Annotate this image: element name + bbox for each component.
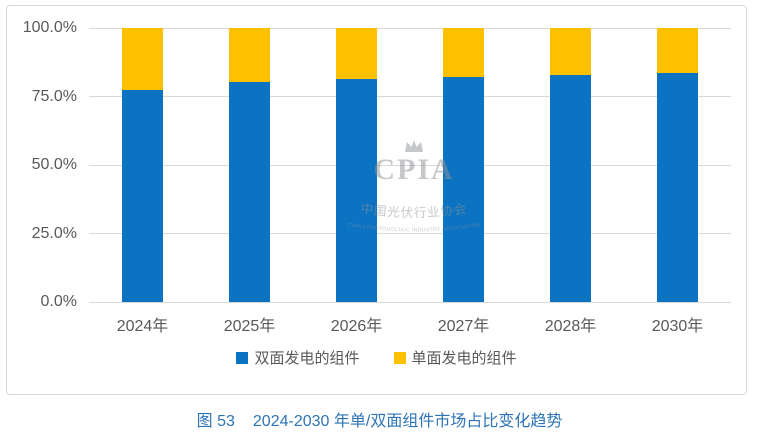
stacked-bar — [657, 28, 698, 302]
monofacial-segment — [443, 28, 484, 77]
gridline — [89, 233, 731, 234]
legend-label-bifacial: 双面发电的组件 — [254, 350, 360, 367]
x-axis-labels: 2024年 2025年 2026年 2027年 2028年 2030年 — [89, 312, 731, 336]
monofacial-swatch-icon — [393, 351, 406, 364]
bifacial-segment — [657, 73, 698, 302]
bar-slot — [517, 28, 624, 302]
monofacial-segment — [122, 28, 163, 91]
x-tick-label: 2024年 — [116, 318, 169, 335]
x-tick-label: 2027年 — [437, 318, 490, 335]
y-tick-label: 75.0% — [31, 87, 77, 105]
bifacial-swatch-icon — [236, 351, 249, 364]
figure-caption-text: 2024-2030 年单/双面组件市场占比变化趋势 — [252, 413, 563, 430]
y-axis-labels: 100.0% 75.0% 50.0% 25.0% 0.0% — [7, 19, 77, 310]
y-tick-label: 100.0% — [22, 19, 77, 36]
x-tick-label: 2026年 — [330, 318, 383, 335]
gridline — [89, 164, 731, 166]
bar-slot — [410, 28, 517, 302]
y-tick-label: 0.0% — [40, 293, 77, 310]
bar-slot — [89, 28, 196, 302]
legend-item-bifacial: 双面发电的组件 — [236, 347, 360, 368]
bifacial-segment — [229, 81, 270, 302]
stacked-bar — [229, 28, 270, 302]
monofacial-segment — [550, 28, 591, 76]
bifacial-segment — [550, 75, 591, 302]
plot-area — [89, 27, 731, 303]
bars — [89, 28, 731, 302]
stacked-bar — [122, 28, 163, 302]
stacked-bar — [336, 28, 377, 302]
monofacial-segment — [657, 28, 698, 74]
x-tick-label: 2030年 — [651, 318, 704, 335]
legend-label-monofacial: 单面发电的组件 — [411, 350, 517, 367]
stacked-bar — [550, 28, 591, 302]
legend-item-monofacial: 单面发电的组件 — [393, 347, 517, 368]
bifacial-segment — [122, 90, 163, 302]
figure-caption-label: 图 53 — [196, 413, 235, 430]
stacked-bar — [443, 28, 484, 302]
y-tick-label: 50.0% — [31, 156, 77, 173]
gridline — [89, 27, 731, 29]
bar-slot — [196, 28, 303, 302]
bar-slot — [303, 28, 410, 302]
gridline — [89, 96, 731, 97]
legend: 双面发电的组件 单面发电的组件 — [7, 347, 746, 368]
bifacial-segment — [336, 78, 377, 302]
figure-caption: 图 53 2024-2030 年单/双面组件市场占比变化趋势 — [0, 407, 759, 431]
monofacial-segment — [229, 28, 270, 82]
monofacial-segment — [336, 28, 377, 79]
y-tick-label: 25.0% — [31, 224, 77, 242]
x-tick-label: 2028年 — [544, 318, 597, 335]
chart-container: 100.0% 75.0% 50.0% 25.0% 0.0% 2024年 2025年 2026… — [6, 5, 747, 395]
bifacial-segment — [443, 76, 484, 302]
gridline — [89, 301, 731, 303]
bar-slot — [624, 28, 731, 302]
x-tick-label: 2025年 — [223, 318, 276, 335]
